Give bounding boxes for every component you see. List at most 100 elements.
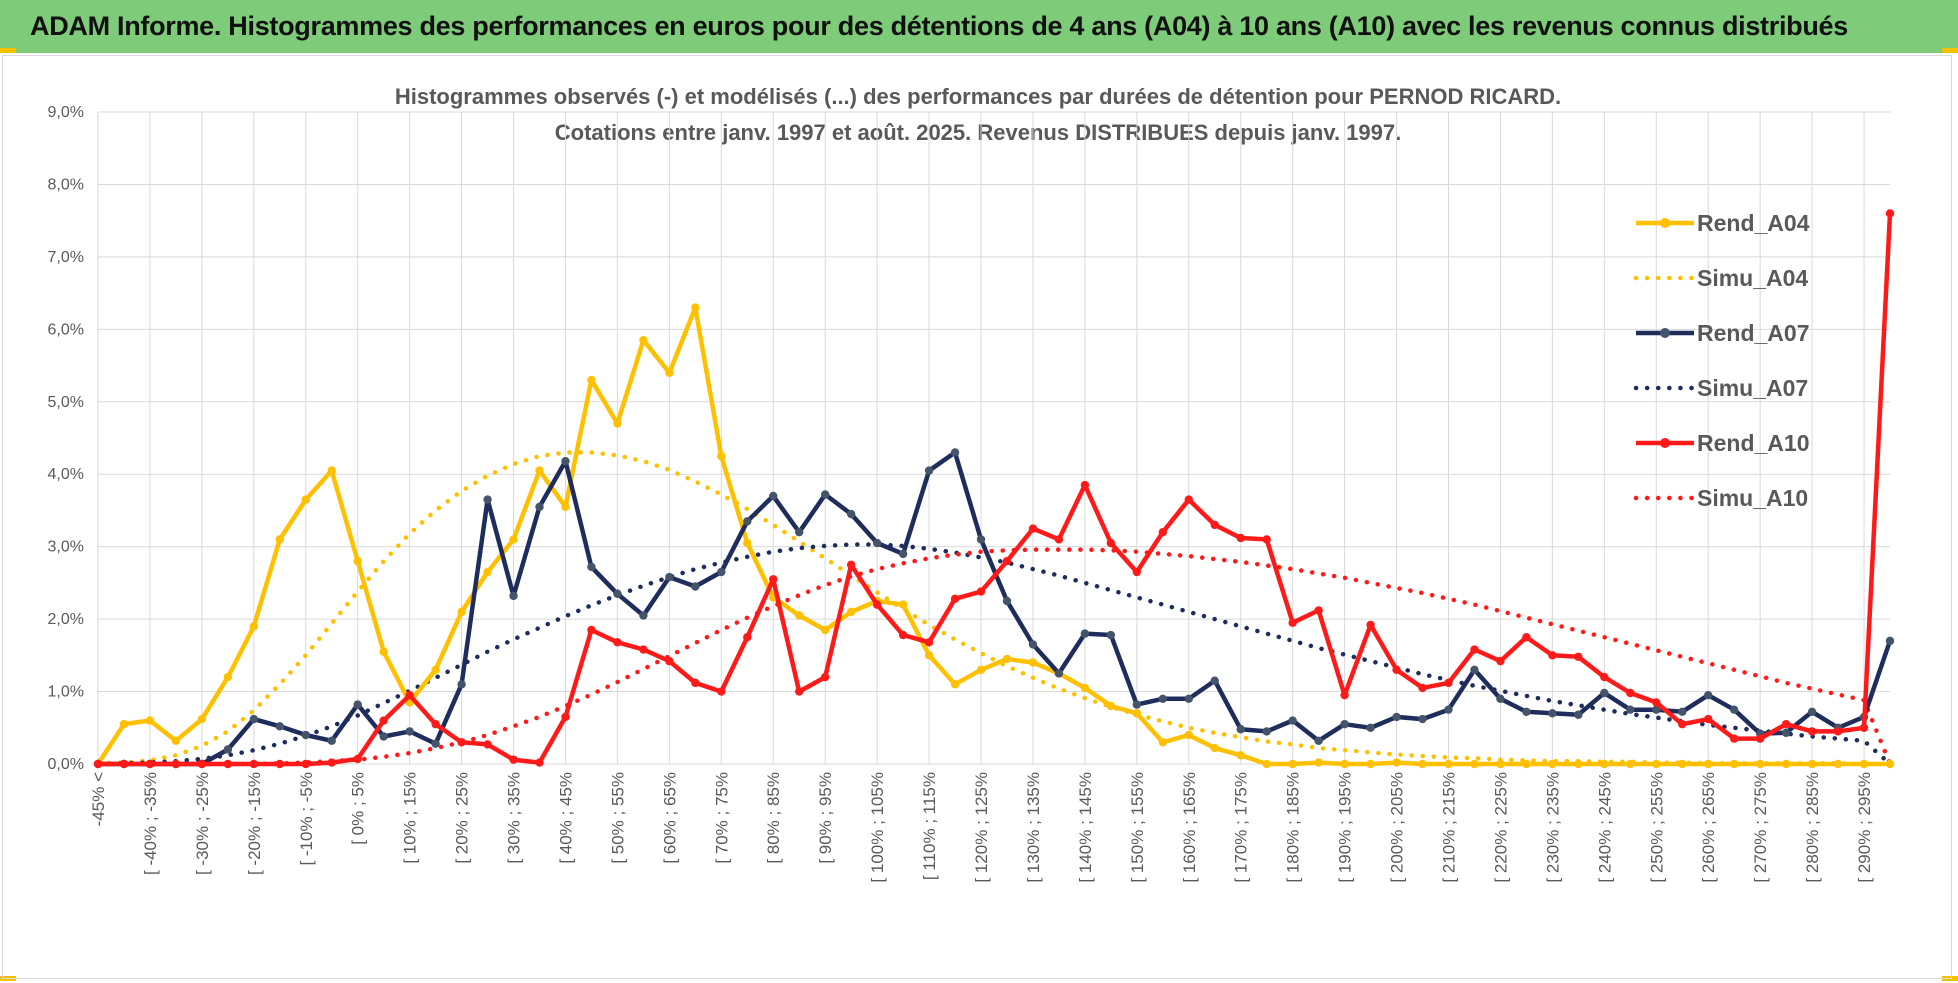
data-point <box>379 716 388 725</box>
data-point <box>275 535 284 544</box>
data-point <box>275 759 284 769</box>
series-line <box>95 542 1893 767</box>
data-point <box>1807 707 1817 717</box>
report-banner: ADAM Informe. Histogrammes des performan… <box>0 0 1958 53</box>
data-point <box>509 535 518 544</box>
data-point <box>898 600 908 609</box>
data-point <box>1470 645 1479 654</box>
data-point <box>1054 669 1064 678</box>
data-point <box>1366 723 1375 732</box>
data-point <box>197 759 207 769</box>
data-point <box>1444 678 1453 688</box>
data-point <box>223 745 233 754</box>
legend-label: Rend_A04 <box>1697 210 1810 236</box>
x-tick-label: [ 220% ; 225% <box>1491 772 1510 883</box>
data-point <box>769 575 778 584</box>
x-tick-label: [ 200% ; 205% <box>1388 772 1407 883</box>
data-point <box>1652 705 1661 714</box>
legend-item: Rend_A10 <box>1636 430 1809 456</box>
data-point <box>145 759 155 769</box>
data-point <box>898 630 908 640</box>
data-point <box>665 368 674 377</box>
data-point <box>1236 751 1245 760</box>
legend-label: Simu_A10 <box>1697 485 1808 511</box>
data-point <box>1288 759 1297 769</box>
series-line <box>96 305 1890 767</box>
legend-marker <box>1660 328 1670 338</box>
data-point <box>1262 535 1271 544</box>
data-point <box>327 758 336 767</box>
data-point <box>691 678 700 688</box>
data-point <box>1418 683 1427 693</box>
data-point <box>1184 495 1193 504</box>
data-point <box>1548 651 1557 660</box>
report-title: ADAM Informe. Histogrammes des performan… <box>30 11 1848 41</box>
data-point <box>561 502 570 512</box>
data-point <box>1080 480 1090 490</box>
corner-mark <box>1942 48 1958 53</box>
data-point <box>1885 636 1895 646</box>
x-tick-label: [ -20% ; -15% <box>245 772 264 875</box>
data-point <box>1236 533 1245 543</box>
x-tick-label: [ 130% ; 135% <box>1024 772 1043 883</box>
data-point <box>587 562 596 572</box>
data-point <box>1781 719 1791 729</box>
data-point <box>846 560 856 569</box>
y-tick-label: 2,0% <box>48 611 84 628</box>
data-point <box>1392 712 1401 722</box>
x-tick-label: [ -40% ; -35% <box>141 772 160 875</box>
data-point <box>1470 759 1479 769</box>
data-point <box>691 303 700 312</box>
data-point <box>1600 759 1609 769</box>
y-tick-label: 9,0% <box>48 104 84 121</box>
legend-item: Simu_A07 <box>1633 375 1808 401</box>
data-point <box>509 591 518 601</box>
data-point <box>301 759 310 769</box>
data-point <box>1444 705 1453 714</box>
data-point <box>275 722 284 731</box>
data-point <box>535 758 544 767</box>
y-tick-label: 5,0% <box>48 394 84 411</box>
data-point <box>717 567 726 577</box>
data-point <box>1652 698 1661 707</box>
data-point <box>1522 759 1531 769</box>
data-point <box>898 549 908 559</box>
data-point <box>509 755 518 764</box>
data-point <box>1652 759 1661 769</box>
data-point <box>1574 759 1583 769</box>
legend-item: Rend_A07 <box>1636 320 1809 346</box>
y-axis: 0,0% 1,0% 2,0% 3,0% 4,0% 5,0% 6,0% 7,0% 8,0% 9,0% <box>48 104 84 773</box>
x-tick-label: [ 70% ; 75% <box>712 772 731 864</box>
x-tick-label: [ 90% ; 95% <box>816 772 835 864</box>
data-point <box>846 607 856 617</box>
data-point <box>976 665 986 675</box>
chart-frame <box>2 55 1952 979</box>
data-point <box>1781 728 1791 738</box>
data-point <box>1418 759 1427 769</box>
data-point <box>1392 758 1401 767</box>
x-tick-label: [ 80% ; 85% <box>764 772 783 864</box>
series-line <box>98 450 1893 767</box>
data-point <box>1392 665 1401 675</box>
legend-label: Rend_A10 <box>1697 430 1809 456</box>
data-point <box>301 495 310 504</box>
legend-item: Simu_A04 <box>1633 265 1808 291</box>
data-point <box>1729 759 1739 769</box>
data-point <box>924 651 934 660</box>
data-point <box>1574 652 1583 661</box>
data-point <box>743 517 752 526</box>
data-point <box>457 607 466 617</box>
data-point <box>353 556 362 566</box>
data-point <box>1340 759 1349 769</box>
data-point <box>1781 759 1791 769</box>
data-point <box>535 466 544 475</box>
x-tick-label: [ 100% ; 105% <box>868 772 887 883</box>
x-tick-label: [ 210% ; 215% <box>1439 772 1458 883</box>
data-point <box>1236 725 1245 734</box>
chart-title: Histogrammes observés (-) et modélisés (… <box>395 84 1561 109</box>
data-point <box>1755 734 1765 743</box>
data-point <box>1314 606 1323 615</box>
data-point <box>249 714 259 724</box>
data-point <box>872 538 882 548</box>
